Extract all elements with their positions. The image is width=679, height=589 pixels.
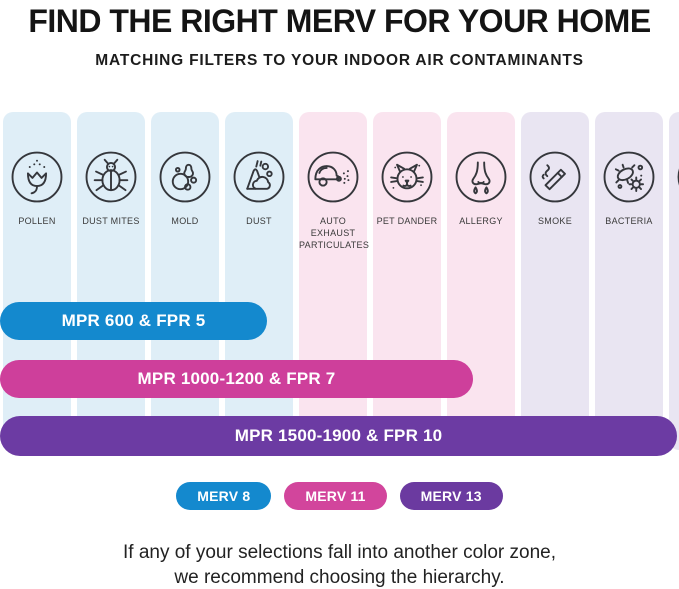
merv-pill-label: MERV 8 [197, 488, 251, 504]
mold-icon [156, 148, 214, 206]
smoke-icon [526, 148, 584, 206]
page-title: FIND THE RIGHT MERV FOR YOUR HOME [28, 3, 651, 39]
column-label: MOLD [171, 216, 199, 226]
merv11-pill: MERV 11 [284, 482, 387, 510]
column-smoke: SMOKE [521, 112, 589, 450]
column-label: BACTERIA [605, 216, 653, 226]
pet-dander-icon [378, 148, 436, 206]
column-allergy: ALLERGY [447, 112, 515, 450]
merv-legend: MERV 8 MERV 11 MERV 13 [0, 482, 679, 510]
merv-pill-label: MERV 11 [305, 488, 366, 504]
column-auto-exhaust: AUTO EXHAUST PARTICULATES [299, 112, 370, 450]
allergy-icon [452, 148, 510, 206]
column-dust: DUST [225, 112, 293, 450]
mpr-bar-merv8: MPR 600 & FPR 5 [0, 302, 267, 340]
mpr-bar-label: MPR 1500-1900 & FPR 10 [234, 426, 443, 445]
virus-icon [674, 148, 679, 206]
column-dust-mites: DUST MITES [77, 112, 145, 450]
footer-note: If any of your selections fall into anot… [0, 540, 679, 589]
mpr-bar-label: MPR 1000-1200 & FPR 7 [137, 369, 336, 388]
contaminant-columns: POLLEN DUST MITES [3, 112, 679, 450]
column-bacteria: BACTERIA [595, 112, 663, 450]
column-label: SMOKE [537, 216, 572, 226]
column-label: ALLERGY [459, 216, 503, 226]
bacteria-icon [600, 148, 658, 206]
mpr-bar-merv13: MPR 1500-1900 & FPR 10 [0, 416, 677, 456]
merv8-pill: MERV 8 [176, 482, 272, 510]
column-label: AUTO EXHAUST PARTICULATES [299, 216, 370, 251]
column-mold: MOLD [151, 112, 219, 450]
pollen-icon [8, 148, 66, 206]
column-label: VIRUS [669, 215, 679, 227]
footer-line-1: If any of your selections fall into anot… [122, 542, 557, 563]
auto-exhaust-icon [304, 148, 362, 206]
footer-line-2: we recommend choosing the hierarchy. [174, 567, 505, 589]
merv13-pill: MERV 13 [399, 482, 503, 510]
column-pollen: POLLEN [3, 112, 71, 450]
merv-pill-label: MERV 13 [420, 488, 482, 504]
column-pet-dander: PET DANDER [373, 112, 441, 450]
dust-mites-icon [82, 148, 140, 206]
column-virus: VIRUS [669, 112, 679, 450]
column-label: DUST [246, 216, 272, 226]
column-label: DUST MITES [82, 216, 140, 226]
page-subtitle: MATCHING FILTERS TO YOUR INDOOR AIR CONT… [95, 52, 584, 69]
mpr-bar-merv11: MPR 1000-1200 & FPR 7 [0, 360, 473, 398]
mpr-bar-label: MPR 600 & FPR 5 [61, 311, 206, 330]
column-label: PET DANDER [376, 216, 438, 226]
column-label: POLLEN [18, 216, 56, 226]
dust-icon [230, 148, 288, 206]
